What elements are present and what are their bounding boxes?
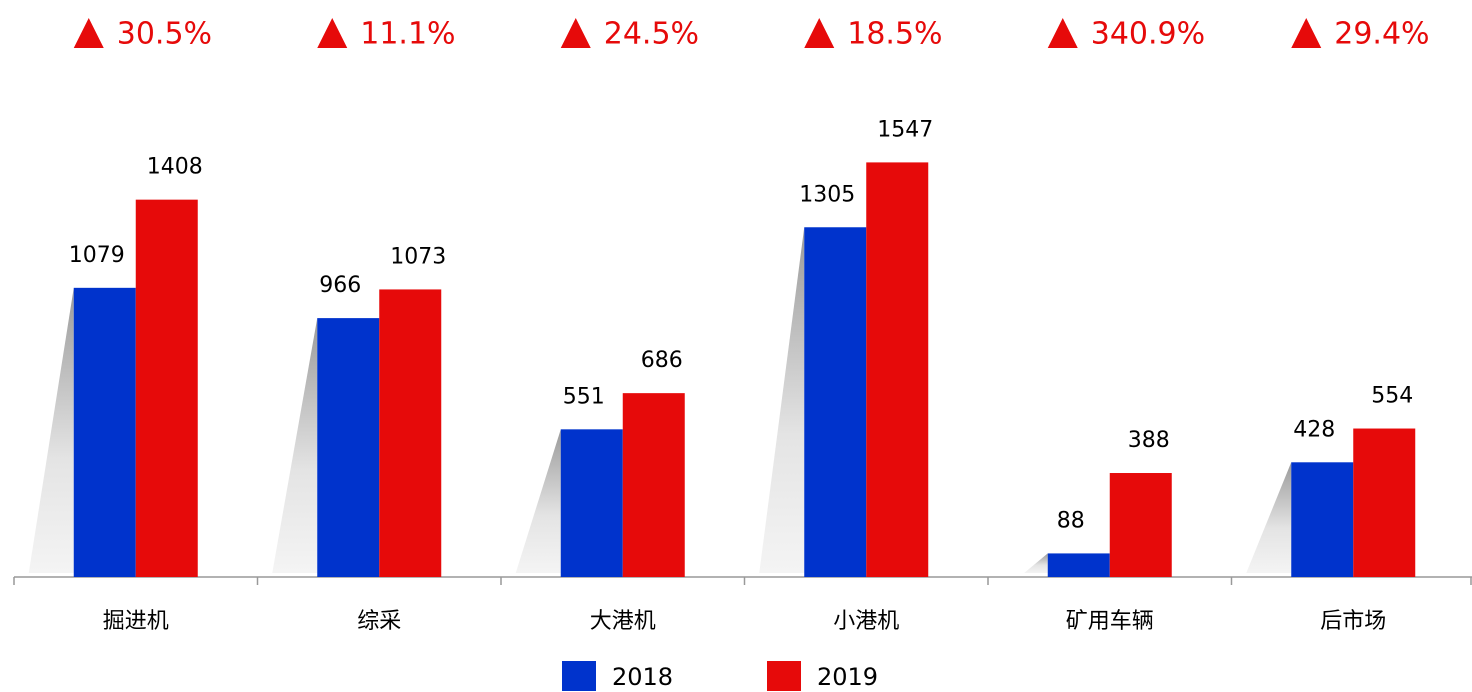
data-label: 686 — [641, 348, 683, 373]
growth-label: 340.9% — [1091, 17, 1205, 52]
up-arrow — [317, 18, 348, 48]
data-label: 1547 — [877, 117, 933, 142]
bar-shadow — [515, 429, 561, 573]
legend-swatch — [562, 661, 596, 691]
growth-label: 18.5% — [847, 17, 942, 52]
up-arrow — [1291, 18, 1322, 48]
legend-swatch — [767, 661, 801, 691]
growth-label: 29.4% — [1334, 17, 1429, 52]
data-label: 428 — [1293, 417, 1335, 442]
bar-shadow — [272, 318, 318, 573]
growth-label: 30.5% — [117, 17, 212, 52]
x-tick-label: 大港机 — [590, 609, 656, 634]
data-label: 88 — [1057, 508, 1085, 533]
x-tick-label: 矿用车辆 — [1066, 609, 1154, 634]
x-tick-label: 后市场 — [1320, 609, 1386, 634]
data-label: 551 — [563, 384, 605, 409]
x-tick-label: 小港机 — [833, 609, 899, 634]
growth-label: 24.5% — [604, 17, 699, 52]
up-arrow — [804, 18, 835, 48]
bar — [804, 227, 867, 577]
x-tick-label: 综采 — [357, 609, 401, 634]
data-label: 1305 — [799, 182, 855, 207]
bar — [622, 393, 685, 577]
bar-shadow — [759, 227, 805, 573]
bar — [1291, 462, 1354, 577]
growth-label: 11.1% — [360, 17, 455, 52]
bar — [1047, 553, 1110, 577]
data-label: 1408 — [147, 155, 203, 180]
bar — [560, 429, 623, 577]
data-label: 388 — [1128, 428, 1170, 453]
data-label: 554 — [1371, 384, 1413, 409]
bar — [317, 318, 380, 577]
bar — [379, 289, 442, 577]
data-label: 1079 — [69, 243, 125, 268]
up-arrow — [560, 18, 591, 48]
bar — [135, 199, 198, 577]
up-arrow — [73, 18, 104, 48]
bar — [866, 162, 929, 578]
legend-label: 2019 — [817, 663, 878, 691]
bar — [1353, 428, 1416, 577]
up-arrow — [1047, 18, 1078, 48]
bar — [73, 287, 136, 577]
legend-label: 2018 — [612, 663, 673, 691]
data-label: 966 — [319, 273, 361, 298]
bar-shadow — [28, 287, 74, 573]
bar-shadow — [1246, 462, 1292, 573]
data-label: 1073 — [390, 244, 446, 269]
bar — [1109, 473, 1172, 577]
x-tick-label: 掘进机 — [103, 609, 169, 634]
bar-shadow — [1024, 553, 1048, 573]
